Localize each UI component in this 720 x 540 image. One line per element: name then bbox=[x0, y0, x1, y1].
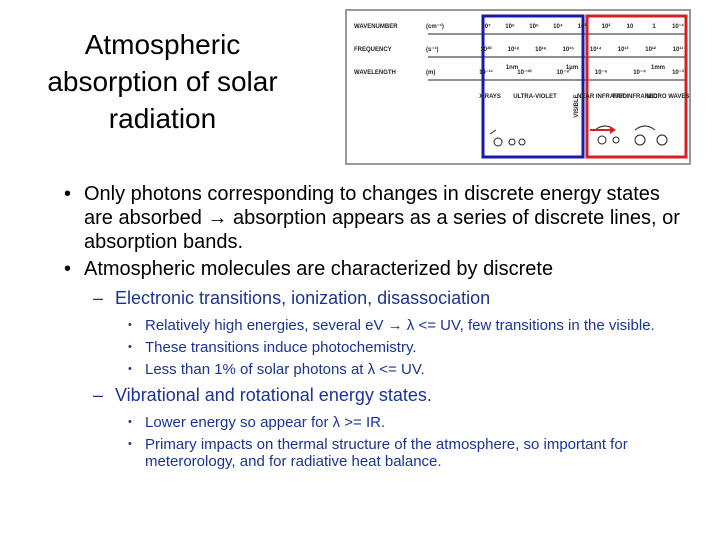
row-label: WAVENUMBER bbox=[354, 24, 398, 30]
row-label: FREQUENCY bbox=[354, 47, 392, 53]
bullet-marker: • bbox=[128, 341, 132, 353]
scale-label: 10¹¹ bbox=[673, 46, 684, 53]
title-line: radiation bbox=[108, 103, 217, 134]
bullet-marker: • bbox=[128, 319, 132, 331]
bullet-text: Lower energy so appear for λ >= IR. bbox=[145, 414, 386, 431]
figure-frame bbox=[345, 9, 691, 165]
row-unit: (m) bbox=[426, 70, 435, 76]
title-line: Atmospheric bbox=[84, 29, 241, 60]
scale-label: 10⁶ bbox=[505, 24, 515, 30]
region-label: MICRO WAVES bbox=[647, 94, 690, 100]
bullet-item: – Electronic transitions, ionization, dis… bbox=[0, 287, 685, 309]
scale-label: 10¹⁸ bbox=[508, 46, 520, 53]
ir-highlight bbox=[585, 14, 688, 159]
scale-label: 10⁻⁶ bbox=[595, 70, 608, 76]
scale-label: 10¹⁴ bbox=[590, 46, 602, 53]
slide-title: Atmospheric absorption of solar radiation bbox=[20, 26, 305, 137]
bullet-item: • Primary impacts on thermal structure of… bbox=[0, 436, 680, 470]
scale-label: 10²⁰ bbox=[480, 46, 492, 53]
bullet-item: • Relatively high energies, several eV → … bbox=[0, 317, 680, 334]
bullet-item: – Vibrational and rotational energy state… bbox=[0, 384, 685, 406]
scale-label: 10⁻¹¹ bbox=[479, 69, 493, 76]
bullet-text: Atmospheric molecules are characterized … bbox=[84, 258, 554, 280]
bullet-text: These transitions induce photochemistry. bbox=[145, 339, 417, 356]
wavelength-mark: 1μm bbox=[566, 65, 578, 71]
bullet-marker: • bbox=[64, 183, 72, 205]
bullet-marker: – bbox=[93, 288, 104, 308]
wavelength-mark: 1mm bbox=[651, 65, 665, 71]
row-label: WAVELENGTH bbox=[354, 70, 396, 76]
bullet-item: • Only photons corresponding to changes i… bbox=[0, 182, 684, 254]
scale-label: 10⁻¹ bbox=[672, 23, 684, 30]
bullet-item: • Less than 1% of solar photons at λ <= U… bbox=[0, 361, 680, 378]
bullet-text: Relatively high energies, several eV → λ… bbox=[145, 317, 655, 334]
region-label: ULTRA-VIOLET bbox=[513, 94, 557, 100]
scale-label: 10 bbox=[627, 24, 634, 30]
uv-highlight bbox=[481, 14, 585, 159]
scale-label: 10⁻³ bbox=[672, 69, 684, 76]
molecule-icons bbox=[489, 125, 668, 147]
bullet-text: Less than 1% of solar photons at λ <= UV… bbox=[145, 361, 425, 378]
bullet-marker: • bbox=[128, 438, 132, 450]
region-label: X RAYS bbox=[479, 94, 501, 100]
scale-label: 10⁷ bbox=[481, 24, 491, 30]
bullet-list: • Only photons corresponding to changes i… bbox=[0, 182, 720, 475]
bullet-marker: • bbox=[64, 258, 72, 280]
scale-label: 10⁴ bbox=[553, 24, 563, 30]
bullet-marker: • bbox=[128, 416, 132, 428]
bullet-marker: – bbox=[93, 385, 104, 405]
bullet-item: • These transitions induce photochemistry… bbox=[0, 339, 680, 356]
wavelength-mark: 1nm bbox=[506, 65, 518, 71]
bullet-text: Only photons corresponding to changes in… bbox=[84, 183, 680, 253]
scale-label: 10⁻¹⁰ bbox=[517, 69, 532, 76]
bullet-text: Electronic transitions, ionization, disa… bbox=[115, 288, 491, 308]
region-label: NEAR INFRARED bbox=[577, 94, 627, 100]
bullet-item: • Atmospheric molecules are characterized… bbox=[0, 257, 684, 281]
scale-label: 10⁵ bbox=[529, 24, 539, 30]
arrow-head bbox=[610, 126, 616, 134]
row-unit: (cm⁻¹) bbox=[426, 23, 444, 30]
scale-label: 10¹³ bbox=[618, 46, 629, 53]
bullet-text: Primary impacts on thermal structure of … bbox=[145, 436, 628, 470]
region-label: FAR INFRARED bbox=[613, 94, 658, 100]
scale-label: 10² bbox=[602, 23, 611, 30]
title-line: absorption of solar bbox=[47, 66, 278, 97]
bullet-marker: • bbox=[128, 363, 132, 375]
scale-label: 1 bbox=[652, 24, 656, 30]
spectrum-figure: WAVENUMBER (cm⁻¹) 10⁷ 10⁶ 10⁵ 10⁴ 10³ 10² 10 1 10⁻… bbox=[345, 9, 691, 165]
bullet-text: Vibrational and rotational energy states… bbox=[115, 385, 432, 405]
scale-label: 10³ bbox=[578, 23, 587, 30]
bullet-item: • Lower energy so appear for λ >= IR. bbox=[0, 414, 680, 431]
scale-label: 10¹⁵ bbox=[563, 46, 575, 53]
scale-label: 10¹⁶ bbox=[535, 46, 547, 53]
scale-label: 10⁻⁴ bbox=[633, 70, 646, 76]
scale-label: 10⁻⁸ bbox=[556, 70, 569, 76]
row-unit: (s⁻¹) bbox=[426, 46, 439, 53]
region-label: VISIBLE bbox=[574, 94, 580, 117]
scale-label: 10¹² bbox=[645, 46, 656, 53]
